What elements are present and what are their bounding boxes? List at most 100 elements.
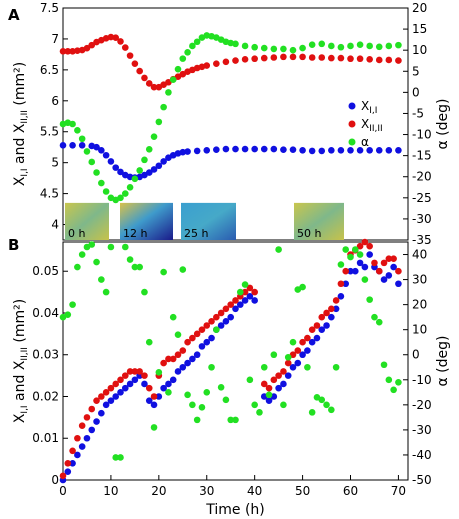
data-point xyxy=(232,305,239,313)
data-point xyxy=(251,145,258,153)
data-point xyxy=(280,401,287,409)
data-point xyxy=(260,145,268,153)
data-point xyxy=(208,334,215,342)
data-point xyxy=(165,380,172,388)
legend-entry: XI,I xyxy=(361,99,377,116)
data-point xyxy=(241,56,249,63)
data-point xyxy=(246,292,254,300)
y-axis-label-right: α (deg) xyxy=(435,336,451,387)
data-point xyxy=(98,276,105,283)
data-point xyxy=(203,322,211,329)
data-point xyxy=(318,313,326,321)
data-point xyxy=(155,368,163,376)
data-point xyxy=(318,396,326,404)
cell-thumbnail xyxy=(181,202,236,240)
data-point xyxy=(126,183,134,191)
data-point xyxy=(145,146,153,153)
right-tick-label: -20 xyxy=(412,398,432,412)
data-point xyxy=(155,393,163,400)
data-point xyxy=(165,355,172,363)
data-point xyxy=(150,393,158,400)
data-point xyxy=(260,380,268,388)
data-point xyxy=(208,363,215,371)
data-point xyxy=(385,42,393,50)
data-point xyxy=(112,164,120,171)
x-tick-label: 40 xyxy=(247,484,262,498)
data-point xyxy=(121,372,129,379)
data-point xyxy=(385,255,393,263)
data-point xyxy=(385,376,393,384)
right-tick-label: 10 xyxy=(412,323,427,337)
x-tick-label: 50 xyxy=(295,484,310,498)
data-point xyxy=(241,145,249,153)
data-point xyxy=(385,56,393,64)
data-point xyxy=(102,288,110,296)
cell-thumbnail xyxy=(65,202,109,240)
data-point xyxy=(88,41,96,49)
right-tick-label: 40 xyxy=(412,248,427,262)
data-point xyxy=(222,58,230,66)
data-point xyxy=(289,146,297,153)
data-point xyxy=(59,48,67,55)
data-point xyxy=(251,297,258,304)
data-point xyxy=(294,359,302,367)
data-point xyxy=(232,145,239,153)
cell-thumbnail xyxy=(120,202,173,240)
axis-label-part-sub1: I,I xyxy=(20,168,30,176)
data-point xyxy=(102,401,110,409)
data-point xyxy=(265,391,273,399)
data-point xyxy=(93,258,100,266)
axis-label-part-mid: and X xyxy=(12,123,28,168)
left-tick-label: 4 xyxy=(51,218,59,232)
data-point xyxy=(308,41,316,48)
axis-label-part-main: X xyxy=(12,176,28,186)
data-point xyxy=(93,397,100,404)
data-point xyxy=(232,416,239,424)
left-tick-label: 5 xyxy=(51,156,59,170)
data-point xyxy=(107,33,115,41)
data-point xyxy=(280,45,287,53)
data-point xyxy=(299,338,306,346)
data-point xyxy=(361,276,369,283)
data-point xyxy=(74,263,81,271)
data-point xyxy=(251,288,258,296)
data-point xyxy=(98,146,105,154)
data-point xyxy=(366,251,373,258)
data-point xyxy=(323,309,330,317)
data-point xyxy=(141,156,148,164)
right-tick-label: -35 xyxy=(412,233,432,247)
data-point xyxy=(179,347,187,354)
data-point xyxy=(193,147,201,155)
data-point xyxy=(93,169,100,176)
data-point xyxy=(385,272,393,279)
data-point xyxy=(222,305,230,313)
data-point xyxy=(102,151,110,159)
data-point xyxy=(395,57,402,64)
x-tick-label: 10 xyxy=(103,484,118,498)
data-point xyxy=(69,142,76,149)
data-point xyxy=(375,267,383,275)
data-point xyxy=(347,267,354,275)
data-point xyxy=(174,331,182,338)
plot-frame xyxy=(62,241,409,481)
data-point xyxy=(179,266,187,273)
data-point xyxy=(169,313,177,321)
right-tick-label: -40 xyxy=(412,448,432,462)
x-tick-label: 20 xyxy=(151,484,166,498)
data-point xyxy=(107,243,115,251)
data-point xyxy=(203,389,211,396)
data-point xyxy=(59,142,67,149)
thumbnail-label: 0 h xyxy=(68,227,85,240)
data-point xyxy=(131,368,139,375)
data-point xyxy=(390,263,397,271)
x-tick-label: 30 xyxy=(199,484,214,498)
left-tick-label: 4.5 xyxy=(40,187,59,201)
data-point xyxy=(222,145,230,153)
legend-marker xyxy=(348,138,356,146)
data-point xyxy=(107,158,115,165)
thumbnail-label: 25 h xyxy=(184,227,208,240)
data-point xyxy=(260,54,268,62)
data-point xyxy=(117,168,124,176)
left-tick-label: 0.02 xyxy=(32,389,59,403)
data-point xyxy=(308,54,316,61)
